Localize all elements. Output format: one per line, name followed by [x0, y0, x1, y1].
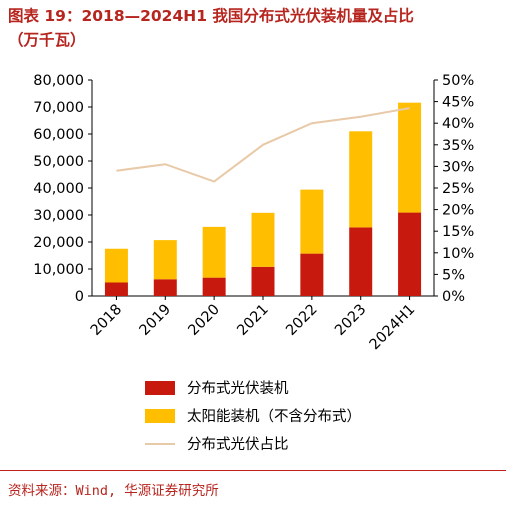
- x-tick-label: 2021: [234, 302, 271, 339]
- chart-title: 图表 19：2018—2024H1 我国分布式光伏装机量及占比 （万千瓦）: [8, 4, 502, 52]
- legend-swatch-centralized: [145, 409, 175, 423]
- y-left-tick-label: 0: [75, 289, 84, 305]
- y-right-tick-label: 45%: [442, 95, 474, 111]
- legend-label-share: 分布式光伏占比: [187, 436, 289, 453]
- bar-centralized-2018: [104, 248, 128, 283]
- bar-distributed-2023: [349, 227, 373, 296]
- legend-swatch-distributed: [145, 381, 175, 395]
- y-right-tick-label: 50%: [442, 73, 474, 89]
- bar-centralized-2019: [153, 240, 177, 280]
- bar-distributed-2024H1: [398, 212, 422, 296]
- y-right-tick-label: 10%: [442, 246, 474, 262]
- y-right-tick-label: 0%: [442, 289, 465, 305]
- bar-centralized-2024H1: [398, 102, 422, 213]
- chart: 0 10,000 20,000 30,000 40,000 50,000 60,000 70,…: [33, 73, 474, 453]
- bar-distributed-2021: [251, 266, 275, 296]
- y-left-tick-label: 20,000: [33, 235, 84, 251]
- bar-distributed-2018: [104, 282, 128, 296]
- legend-label-centralized: 太阳能装机（不含分布式）: [187, 408, 361, 425]
- y-right-tick-label: 40%: [442, 116, 474, 132]
- x-tick-label: 2020: [186, 302, 223, 339]
- bar-centralized-2022: [300, 189, 324, 254]
- y-right-tick-label: 30%: [442, 159, 474, 175]
- x-tick-label: 2018: [88, 302, 125, 339]
- y-left-tick-label: 70,000: [33, 100, 84, 116]
- y-left-tick-label: 30,000: [33, 208, 84, 224]
- chart-title-line-1: 图表 19：2018—2024H1 我国分布式光伏装机量及占比: [8, 7, 414, 25]
- y-left-tick-label: 10,000: [33, 262, 84, 278]
- y-left-tick-label: 80,000: [33, 73, 84, 89]
- bar-distributed-2022: [300, 253, 324, 296]
- x-tick-label: 2023: [332, 302, 369, 339]
- x-tick-label: 2019: [137, 302, 174, 339]
- legend-label-distributed: 分布式光伏装机: [187, 380, 289, 397]
- bar-centralized-2021: [251, 212, 275, 267]
- y-right-tick-label: 20%: [442, 203, 474, 219]
- x-tick-label: 2022: [283, 302, 320, 339]
- source-divider: [0, 470, 506, 471]
- y-left-tick-label: 60,000: [33, 127, 84, 143]
- bar-distributed-2019: [153, 279, 177, 296]
- y-left-tick-label: 40,000: [33, 181, 84, 197]
- source-note: 资料来源：Wind, 华源证券研究所: [8, 483, 219, 499]
- y-right-tick-label: 5%: [442, 267, 465, 283]
- y-left-tick-label: 50,000: [33, 154, 84, 170]
- bar-centralized-2020: [202, 226, 226, 278]
- y-right-tick-label: 35%: [442, 138, 474, 154]
- y-right-tick-label: 25%: [442, 181, 474, 197]
- y-right-tick-label: 15%: [442, 224, 474, 240]
- bar-centralized-2023: [349, 131, 373, 228]
- chart-title-line-2: （万千瓦）: [8, 31, 86, 49]
- bar-distributed-2020: [202, 277, 226, 296]
- x-tick-label: 2024H1: [367, 302, 419, 354]
